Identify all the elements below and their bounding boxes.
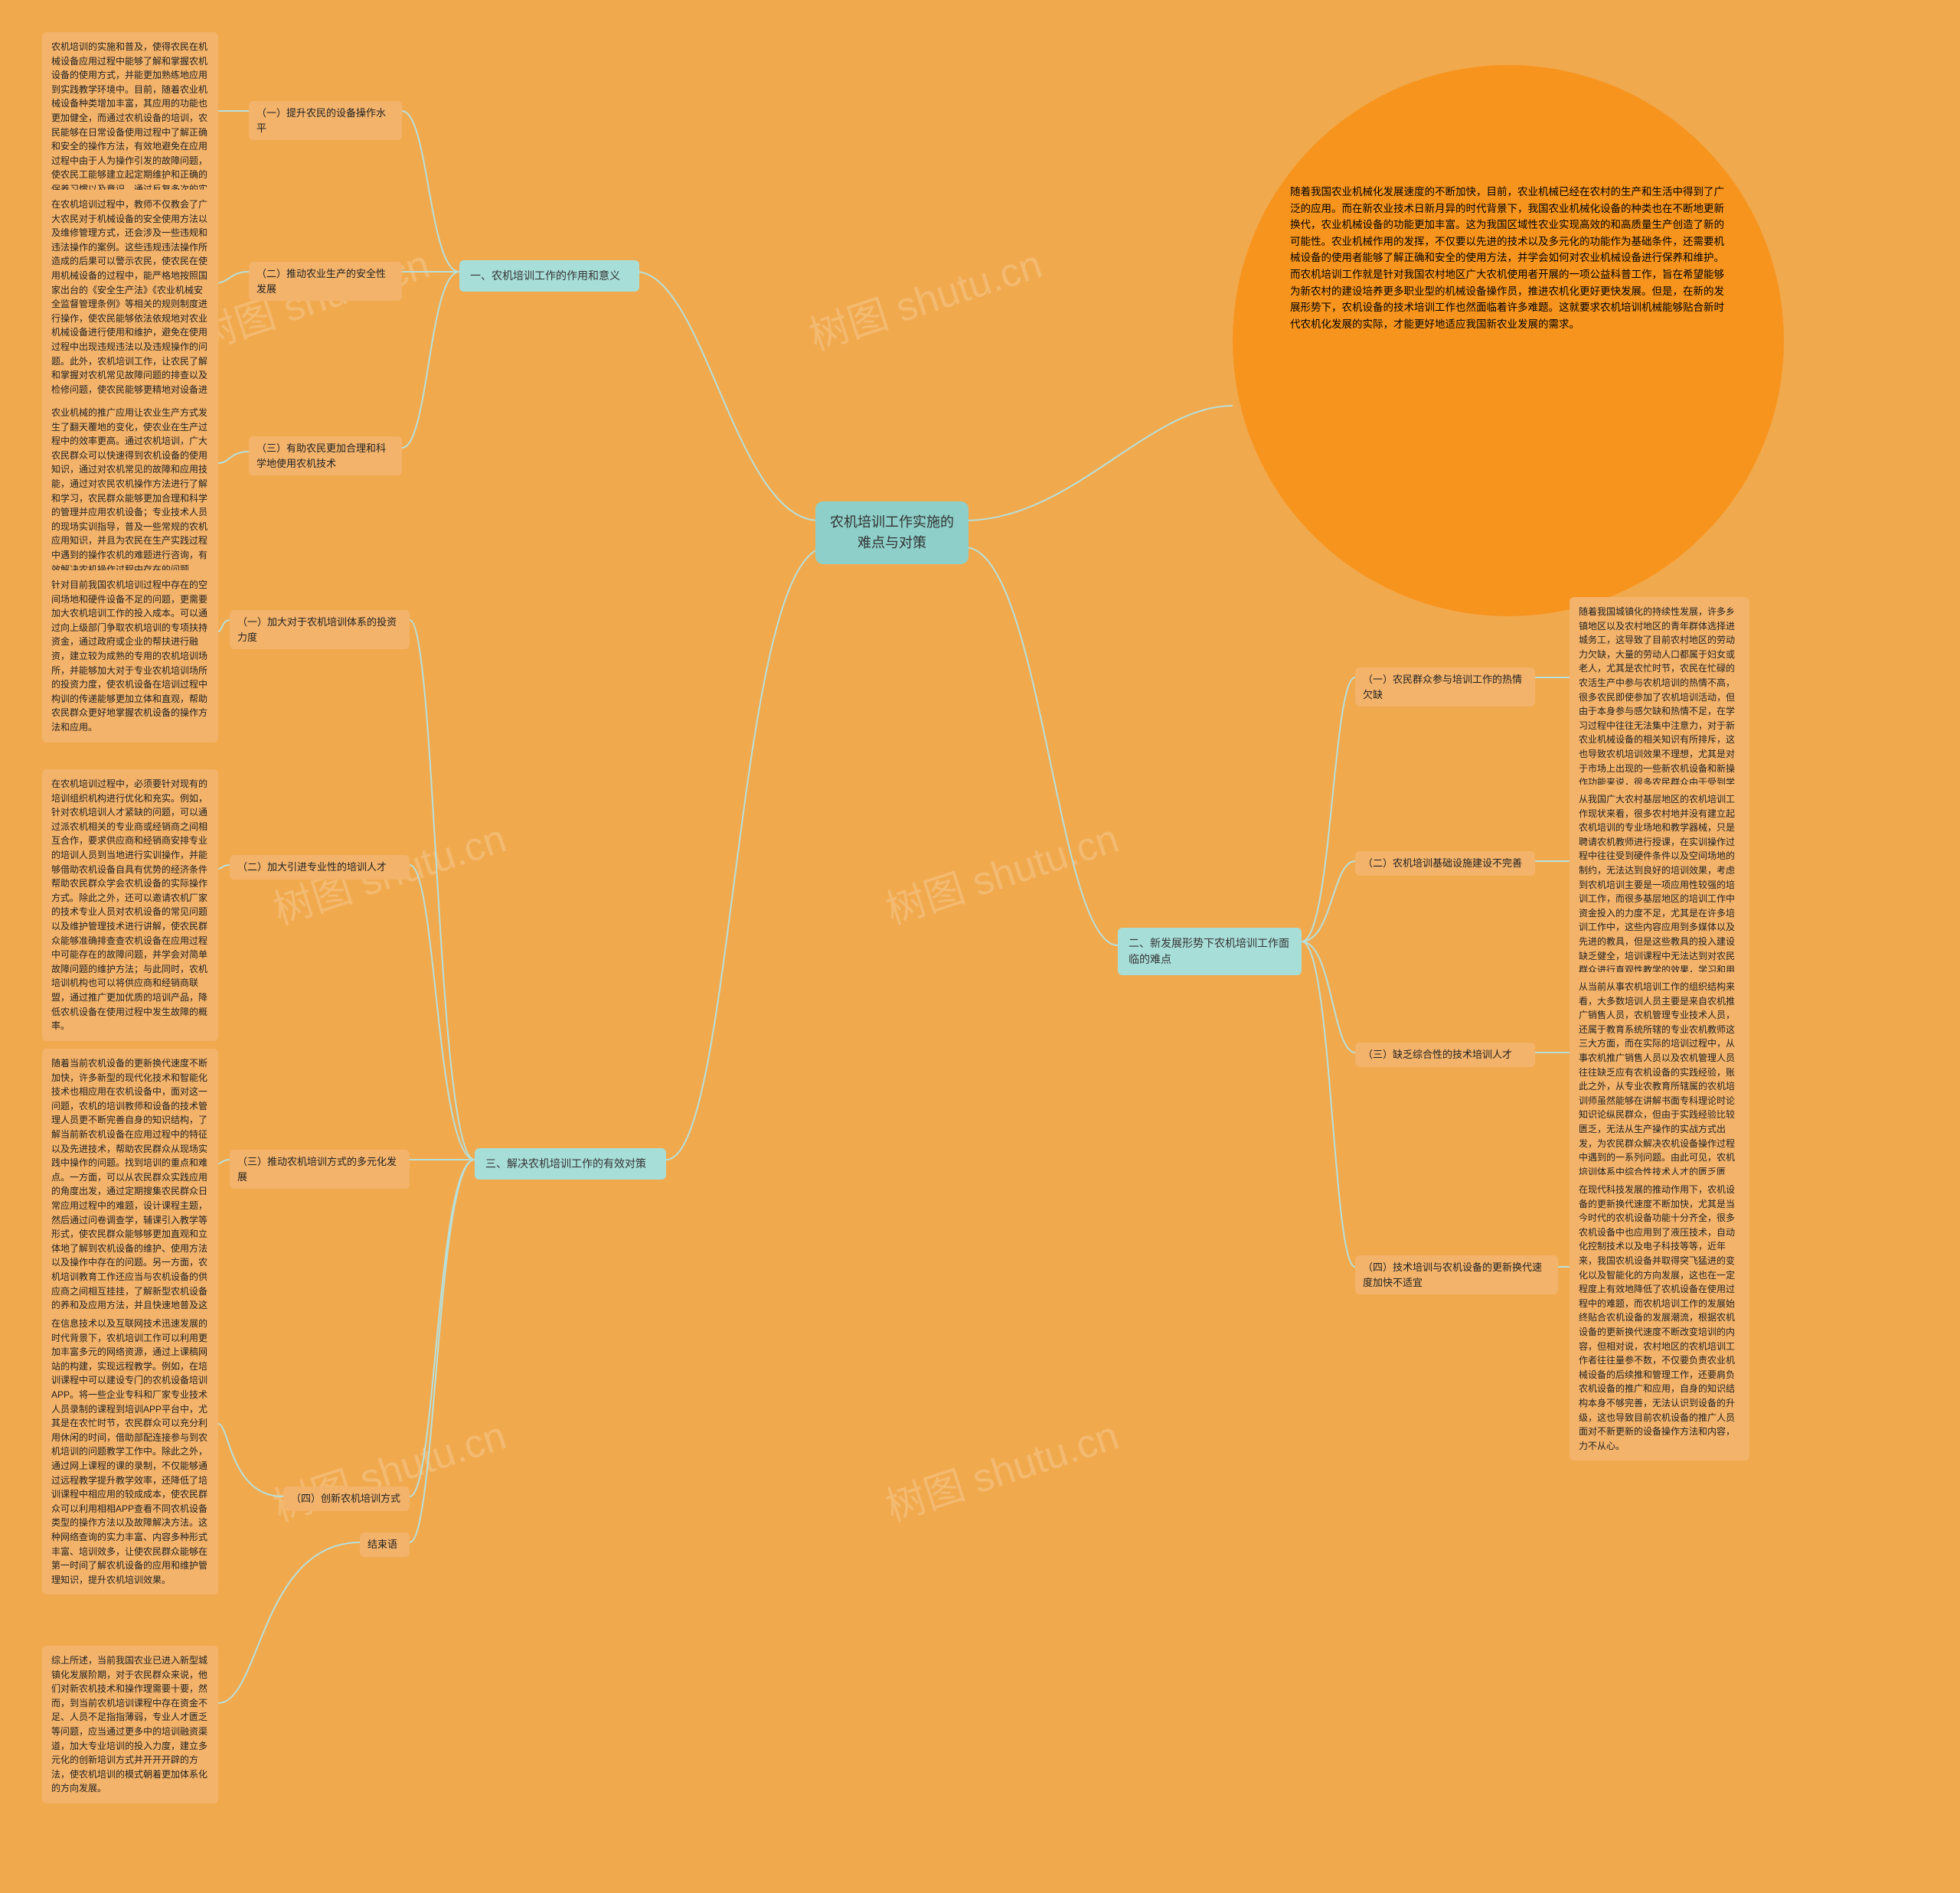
branch-3-leaf-4: 在信息技术以及互联网技术迅速发展的时代背景下，农机培训工作可以利用更加丰富多元的… <box>42 1309 218 1594</box>
branch-3: 三、解决农机培训工作的有效对策 <box>475 1148 666 1180</box>
branch-3-leaf-5: 综上所述，当前我国农业已进入新型城镇化发展阶期，对于农民群众来说，他们对新农机技… <box>42 1646 218 1803</box>
branch-1: 一、农机培训工作的作用和意义 <box>459 260 639 292</box>
watermark: 树图 shutu.cn <box>877 806 1125 935</box>
branch-2: 二、新发展形势下农机培训工作面临的难点 <box>1118 928 1302 975</box>
intro-bubble: 随着我国农业机械化发展速度的不断加快，目前，农业机械已经在农村的生产和生活中得到… <box>1233 65 1784 616</box>
watermark: 树图 shutu.cn <box>265 1403 512 1532</box>
branch-1-sub-3: （三）有助农民更加合理和科学地使用农机技术 <box>249 436 402 475</box>
branch-2-leaf-4: 在现代科技发展的推动作用下，农机设备的更新换代速度不断加快，尤其是当今时代的农机… <box>1570 1175 1749 1461</box>
branch-1-sub-2: （二）推动农业生产的安全性发展 <box>249 262 402 301</box>
branch-2-sub-1: （一）农民群众参与培训工作的热情欠缺 <box>1355 667 1535 707</box>
center-title: 农机培训工作实施的难点与对策 <box>815 501 969 564</box>
branch-3-sub-3: （三）推动农机培训方式的多元化发展 <box>230 1150 410 1189</box>
branch-1-leaf-3: 农业机械的推广应用让农业生产方式发生了翻天覆地的变化，使农业在生产过程中的效率更… <box>42 398 218 584</box>
branch-2-sub-2: （二）农机培训基础设施建设不完善 <box>1355 851 1535 876</box>
watermark: 树图 shutu.cn <box>801 232 1048 361</box>
watermark: 树图 shutu.cn <box>877 1403 1125 1532</box>
branch-3-leaf-3: 随着当前农机设备的更新换代速度不断加快，许多新型的现代化技术和智能化技术也相应用… <box>42 1049 218 1349</box>
branch-2-sub-3: （三）缺乏综合性的技术培训人才 <box>1355 1043 1535 1067</box>
branch-3-sub-5: 结束语 <box>360 1532 410 1557</box>
branch-3-sub-4: （四）创新农机培训方式 <box>283 1487 410 1511</box>
branch-3-sub-1: （一）加大对于农机培训体系的投资力度 <box>230 610 410 649</box>
branch-3-leaf-1: 针对目前我国农机培训过程中存在的空间场地和硬件设备不足的问题，更需要加大农机培训… <box>42 570 218 743</box>
branch-3-sub-2: （二）加大引进专业性的培训人才 <box>230 855 410 880</box>
branch-2-sub-4: （四）技术培训与农机设备的更新换代速度加快不适宜 <box>1355 1255 1558 1294</box>
branch-3-leaf-2: 在农机培训过程中，必须要针对现有的培训组织机构进行优化和充实。例如，针对农机培训… <box>42 769 218 1041</box>
branch-1-sub-1: （一）提升农民的设备操作水平 <box>249 101 402 140</box>
